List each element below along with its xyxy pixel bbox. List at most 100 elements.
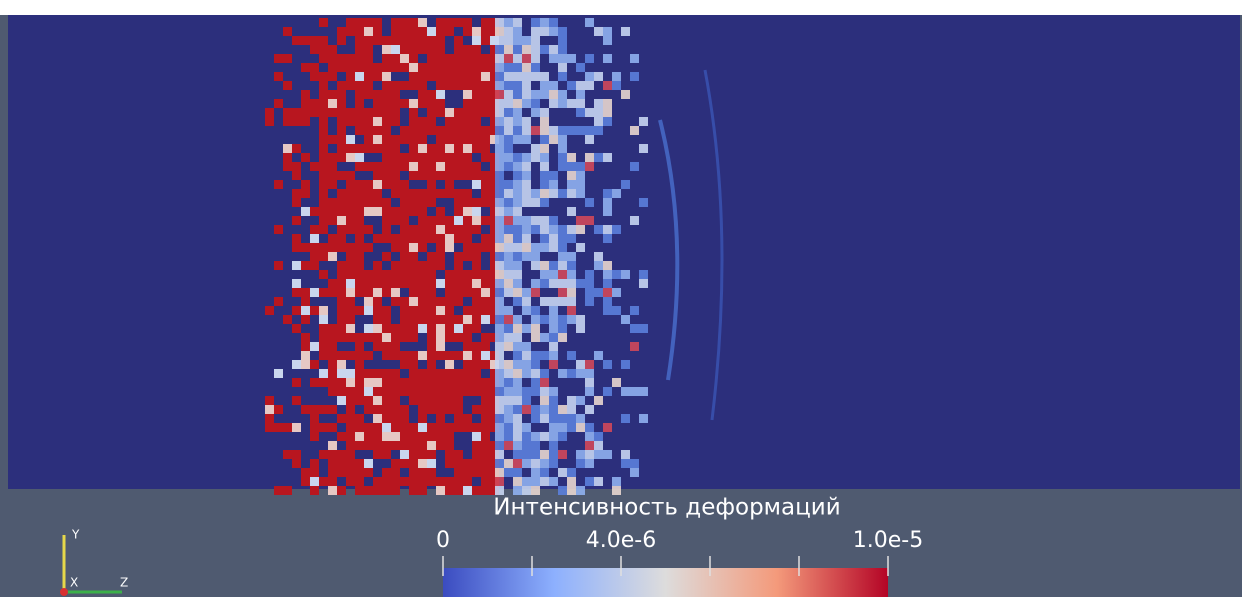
field-cell: [504, 99, 513, 108]
field-cell: [364, 369, 373, 378]
field-cell: [504, 135, 513, 144]
field-cell: [504, 72, 513, 81]
field-cell: [504, 387, 513, 396]
field-cell: [319, 252, 328, 261]
field-cell: [558, 36, 567, 45]
field-cell: [454, 450, 463, 459]
field-cell: [612, 477, 621, 486]
field-cell: [364, 396, 373, 405]
field-cell: [355, 306, 364, 315]
field-cell: [522, 189, 531, 198]
field-cell: [612, 270, 621, 279]
field-cell: [558, 252, 567, 261]
field-cell: [504, 225, 513, 234]
wave-front: [658, 119, 680, 381]
field-cell: [355, 441, 364, 450]
field-cell: [490, 333, 499, 342]
field-cell: [513, 477, 522, 486]
field-cell: [328, 243, 337, 252]
field-cell: [409, 225, 418, 234]
field-cell: [558, 54, 567, 63]
field-cell: [531, 279, 540, 288]
field-cell: [283, 486, 292, 495]
field-cell: [445, 423, 454, 432]
field-cell: [373, 162, 382, 171]
field-cell: [472, 270, 481, 279]
field-cell: [373, 378, 382, 387]
field-cell: [427, 351, 436, 360]
field-cell: [612, 225, 621, 234]
field-cell: [382, 342, 391, 351]
field-cell: [292, 279, 301, 288]
field-cell: [495, 63, 504, 72]
field-cell: [418, 99, 427, 108]
field-cell: [576, 315, 585, 324]
field-cell: [364, 378, 373, 387]
field-cell: [427, 315, 436, 324]
field-cell: [472, 144, 481, 153]
field-cell: [531, 153, 540, 162]
field-cell: [319, 108, 328, 117]
field-cell: [328, 108, 337, 117]
field-cell: [531, 468, 540, 477]
field-cell: [292, 144, 301, 153]
field-cell: [585, 405, 594, 414]
field-cell: [391, 216, 400, 225]
field-cell: [463, 18, 472, 27]
field-cell: [373, 342, 382, 351]
field-cell: [436, 90, 445, 99]
field-cell: [418, 450, 427, 459]
field-cell: [513, 189, 522, 198]
field-cell: [418, 135, 427, 144]
field-cell: [409, 126, 418, 135]
field-cell: [540, 243, 549, 252]
field-cell: [409, 207, 418, 216]
field-cell: [382, 45, 391, 54]
field-cell: [472, 180, 481, 189]
field-cell: [436, 234, 445, 243]
field-cell: [594, 225, 603, 234]
field-cell: [382, 351, 391, 360]
field-cell: [319, 369, 328, 378]
field-cell: [490, 423, 499, 432]
field-cell: [463, 216, 472, 225]
field-cell: [621, 180, 630, 189]
field-cell: [481, 423, 490, 432]
field-cell: [409, 333, 418, 342]
field-cell: [472, 468, 481, 477]
field-cell: [436, 297, 445, 306]
field-cell: [481, 36, 490, 45]
field-cell: [445, 369, 454, 378]
field-cell: [454, 171, 463, 180]
field-cell: [364, 279, 373, 288]
field-cell: [427, 72, 436, 81]
field-cell: [400, 54, 409, 63]
field-cell: [454, 207, 463, 216]
field-cell: [418, 441, 427, 450]
field-cell: [436, 252, 445, 261]
field-cell: [382, 234, 391, 243]
field-cell: [594, 27, 603, 36]
field-cell: [522, 45, 531, 54]
field-cell: [391, 279, 400, 288]
field-cell: [495, 288, 504, 297]
field-cell: [472, 162, 481, 171]
field-cell: [265, 306, 274, 315]
field-cell: [531, 459, 540, 468]
field-cell: [472, 90, 481, 99]
field-cell: [382, 54, 391, 63]
field-cell: [382, 432, 391, 441]
field-cell: [391, 405, 400, 414]
field-cell: [364, 441, 373, 450]
field-cell: [513, 225, 522, 234]
field-cell: [355, 153, 364, 162]
field-cell: [310, 36, 319, 45]
field-cell: [310, 225, 319, 234]
field-cell: [513, 90, 522, 99]
field-cell: [391, 207, 400, 216]
field-cell: [504, 270, 513, 279]
field-cell: [454, 270, 463, 279]
field-cell: [274, 225, 283, 234]
field-cell: [400, 180, 409, 189]
field-cell: [481, 81, 490, 90]
